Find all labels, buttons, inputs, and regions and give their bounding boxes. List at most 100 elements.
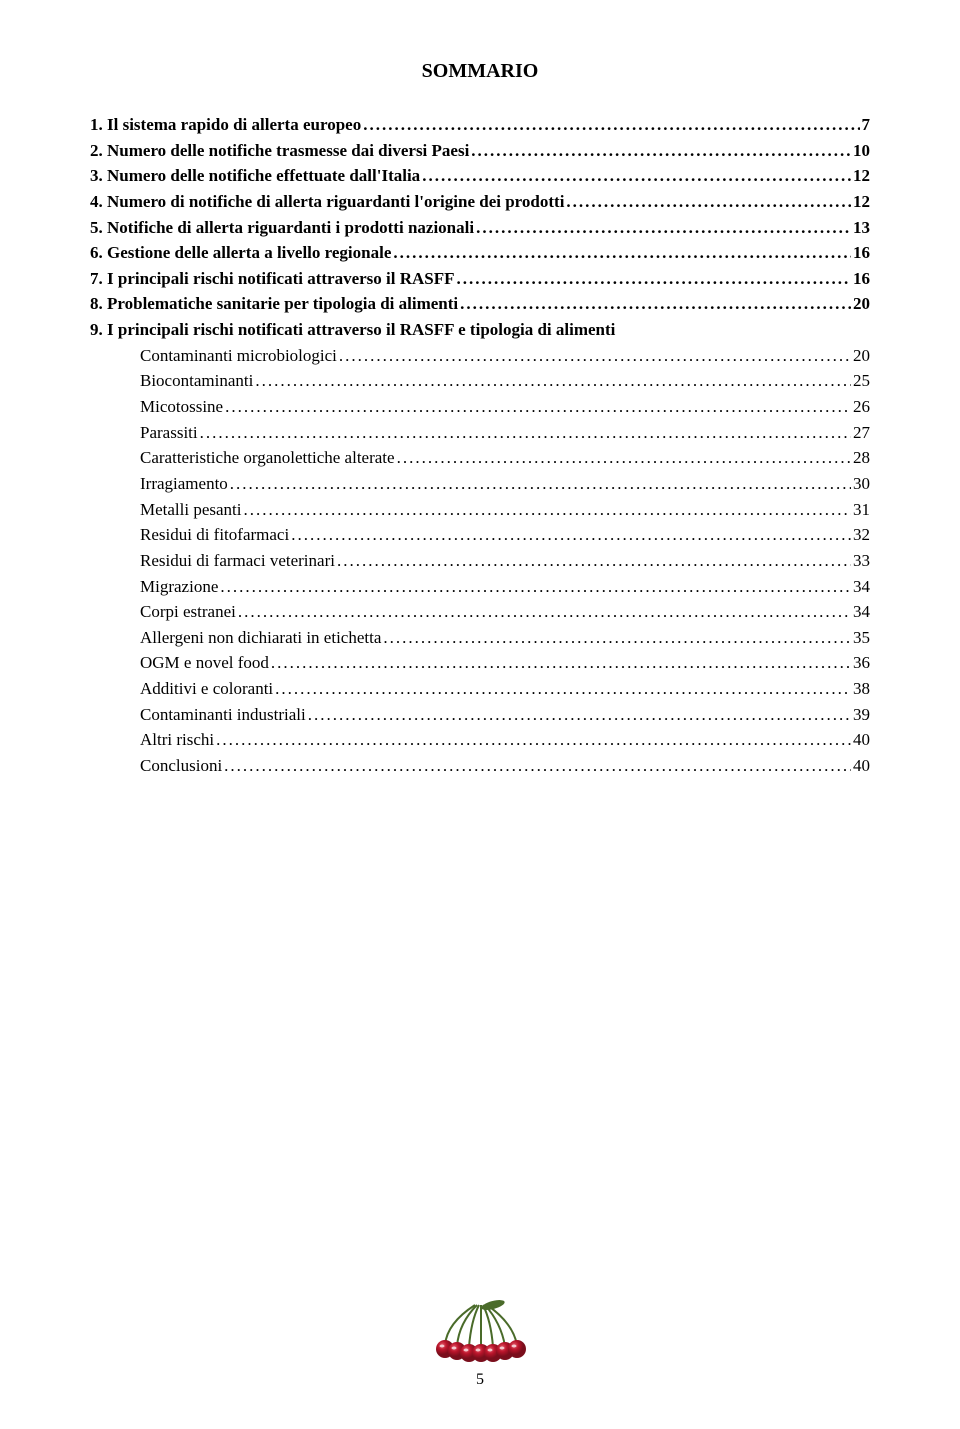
table-of-contents: 1. Il sistema rapido di allerta europeo 7… (90, 113, 870, 779)
toc-entry: 6. Gestione delle allerta a livello regi… (90, 241, 870, 266)
toc-page: 12 (853, 164, 870, 189)
toc-dots (271, 651, 851, 676)
toc-dots (457, 267, 851, 292)
toc-label: OGM e novel food (140, 651, 269, 676)
toc-page: 34 (853, 600, 870, 625)
toc-dots (220, 575, 851, 600)
toc-page: 28 (853, 446, 870, 471)
toc-label: 4. Numero di notifiche di allerta riguar… (90, 190, 564, 215)
toc-page: 26 (853, 395, 870, 420)
toc-entry: Residui di fitofarmaci 32 (90, 523, 870, 548)
toc-entry: Migrazione34 (90, 575, 870, 600)
toc-dots (383, 626, 851, 651)
toc-entry: Parassiti 27 (90, 421, 870, 446)
toc-entry: Contaminanti microbiologici 20 (90, 344, 870, 369)
toc-entry: OGM e novel food 36 (90, 651, 870, 676)
toc-label: Migrazione (140, 575, 218, 600)
toc-label: 8. Problematiche sanitarie per tipologia… (90, 292, 458, 317)
toc-page: 40 (853, 754, 870, 779)
toc-dots (230, 472, 851, 497)
toc-dots (255, 369, 851, 394)
toc-entry: 2. Numero delle notifiche trasmesse dai … (90, 139, 870, 164)
toc-label: Parassiti (140, 421, 198, 446)
toc-dots (216, 728, 851, 753)
toc-label: Allergeni non dichiarati in etichetta (140, 626, 381, 651)
toc-page: 13 (853, 216, 870, 241)
toc-dots (460, 292, 851, 317)
toc-entry: Altri rischi 40 (90, 728, 870, 753)
toc-label: Irragiamento (140, 472, 228, 497)
toc-entry: 5. Notifiche di allerta riguardanti i pr… (90, 216, 870, 241)
toc-page: 27 (853, 421, 870, 446)
toc-dots (422, 164, 851, 189)
toc-dots (308, 703, 851, 728)
toc-page: 35 (853, 626, 870, 651)
toc-dots (275, 677, 851, 702)
toc-page: 10 (853, 139, 870, 164)
toc-dots (238, 600, 851, 625)
page-number: 5 (0, 1371, 960, 1389)
toc-dots (566, 190, 851, 215)
toc-page: 16 (853, 267, 870, 292)
toc-entry: Micotossine 26 (90, 395, 870, 420)
toc-page: 31 (853, 498, 870, 523)
toc-label: 5. Notifiche di allerta riguardanti i pr… (90, 216, 474, 241)
toc-page: 36 (853, 651, 870, 676)
toc-page: 39 (853, 703, 870, 728)
toc-page: 20 (853, 344, 870, 369)
toc-label: 2. Numero delle notifiche trasmesse dai … (90, 139, 469, 164)
toc-entry: Caratteristiche organolettiche alterate2… (90, 446, 870, 471)
toc-label: 7. I principali rischi notificati attrav… (90, 267, 455, 292)
toc-label: Additivi e coloranti (140, 677, 273, 702)
toc-page: 16 (853, 241, 870, 266)
toc-entry: Biocontaminanti 25 (90, 369, 870, 394)
toc-entry: 7. I principali rischi notificati attrav… (90, 267, 870, 292)
toc-dots (476, 216, 851, 241)
toc-entry: Metalli pesanti 31 (90, 498, 870, 523)
toc-dots (225, 395, 851, 420)
toc-entry: Residui di farmaci veterinari 33 (90, 549, 870, 574)
toc-page: 32 (853, 523, 870, 548)
toc-dots (397, 446, 851, 471)
toc-entry: 1. Il sistema rapido di allerta europeo 7 (90, 113, 870, 138)
toc-label: 6. Gestione delle allerta a livello regi… (90, 241, 391, 266)
toc-label: 3. Numero delle notifiche effettuate dal… (90, 164, 420, 189)
toc-entry: 9. I principali rischi notificati attrav… (90, 318, 870, 343)
toc-entry: Corpi estranei 34 (90, 600, 870, 625)
toc-dots (339, 344, 851, 369)
toc-page: 20 (853, 292, 870, 317)
toc-label: Metalli pesanti (140, 498, 242, 523)
toc-label: Corpi estranei (140, 600, 236, 625)
toc-dots (471, 139, 851, 164)
page-footer: 5 (0, 1293, 960, 1389)
toc-label: Micotossine (140, 395, 223, 420)
toc-label: 9. I principali rischi notificati attrav… (90, 318, 615, 343)
toc-entry: Irragiamento 30 (90, 472, 870, 497)
toc-page: 33 (853, 549, 870, 574)
toc-page: 30 (853, 472, 870, 497)
toc-entry: 4. Numero di notifiche di allerta riguar… (90, 190, 870, 215)
toc-entry: Allergeni non dichiarati in etichetta 35 (90, 626, 870, 651)
toc-label: Biocontaminanti (140, 369, 253, 394)
toc-dots (200, 421, 851, 446)
toc-label: Residui di farmaci veterinari (140, 549, 335, 574)
toc-label: 1. Il sistema rapido di allerta europeo (90, 113, 361, 138)
toc-entry: 8. Problematiche sanitarie per tipologia… (90, 292, 870, 317)
toc-page: 7 (862, 113, 871, 138)
toc-page: 40 (853, 728, 870, 753)
toc-label: Altri rischi (140, 728, 214, 753)
toc-dots (393, 241, 851, 266)
toc-label: Contaminanti industriali (140, 703, 306, 728)
toc-dots (291, 523, 851, 548)
toc-entry: 3. Numero delle notifiche effettuate dal… (90, 164, 870, 189)
toc-dots (224, 754, 851, 779)
toc-entry: Contaminanti industriali 39 (90, 703, 870, 728)
toc-page: 12 (853, 190, 870, 215)
toc-dots (244, 498, 851, 523)
toc-entry: Additivi e coloranti 38 (90, 677, 870, 702)
toc-page: 25 (853, 369, 870, 394)
toc-label: Contaminanti microbiologici (140, 344, 337, 369)
toc-page: 38 (853, 677, 870, 702)
toc-label: Residui di fitofarmaci (140, 523, 289, 548)
toc-dots (337, 549, 851, 574)
